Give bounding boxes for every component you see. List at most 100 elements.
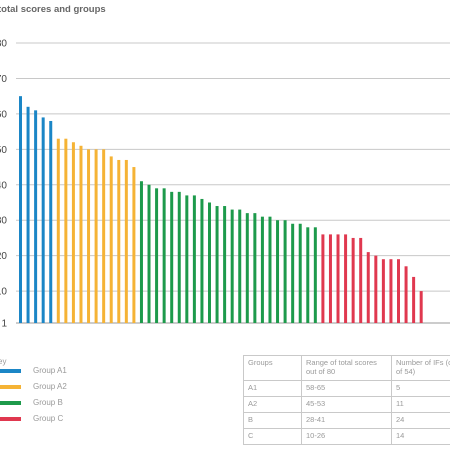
- bar-group-b: [245, 213, 249, 323]
- chart-title: total scores and groups: [0, 4, 106, 15]
- table-cell-count: 24: [391, 412, 450, 429]
- table-header-row: Groups Range of total scores out of 80 N…: [243, 355, 450, 381]
- table-row: A2 45-53 11: [243, 396, 450, 413]
- y-tick-label: 50: [0, 145, 7, 156]
- bar-group-b: [253, 213, 257, 323]
- bar-group-b: [268, 216, 272, 323]
- bar-group-b: [155, 188, 159, 323]
- y-tick-label: 20: [0, 251, 7, 262]
- bar-group-b: [200, 198, 204, 323]
- bar-group-c: [321, 234, 325, 323]
- bar-group-b: [208, 202, 211, 323]
- bar-group-c: [381, 259, 385, 323]
- bar-group-a2: [79, 145, 83, 323]
- bar-group-c: [359, 237, 363, 323]
- bar-group-a2: [64, 138, 68, 323]
- bar-group-c: [397, 259, 400, 323]
- table-cell-group: A2: [243, 396, 302, 413]
- bar-group-b: [215, 206, 219, 323]
- bar-group-c: [412, 276, 416, 323]
- table-header-count: Number of IFs (out of 54): [391, 355, 450, 381]
- bar-group-a2: [102, 149, 106, 323]
- groups-table: Groups Range of total scores out of 80 N…: [243, 355, 450, 445]
- y-tick-label: 60: [0, 109, 7, 120]
- bar-chart: 80 70 60 50 40 30 20 10 1: [0, 39, 450, 330]
- bar-group-b: [185, 195, 189, 323]
- bar-group-a2: [109, 156, 113, 323]
- bar-group-b: [306, 227, 310, 323]
- bar-group-b: [162, 188, 166, 323]
- bar-group-b: [238, 209, 242, 323]
- bar-group-c: [336, 234, 340, 323]
- table-cell-range: 28-41: [301, 412, 392, 429]
- table-cell-range: 45-53: [301, 396, 392, 413]
- key-label-group-b: Group B: [33, 398, 63, 407]
- y-tick-label: 10: [0, 287, 7, 298]
- bar-group-b: [139, 181, 143, 323]
- bar-group-a2: [87, 149, 91, 323]
- bar-group-a2: [56, 138, 60, 323]
- bar-group-b: [170, 191, 174, 323]
- bar-group-c: [366, 252, 370, 323]
- key-label-group-a1: Group A1: [33, 366, 67, 375]
- y-tick-label: 1: [1, 319, 7, 330]
- bar-group-a2: [71, 142, 75, 323]
- table-header-count-line1: Number of IFs (out: [396, 358, 450, 367]
- table-cell-group: C: [243, 428, 302, 445]
- bar-group-b: [223, 206, 227, 323]
- key-title: ey: [0, 357, 7, 366]
- table-cell-count: 14: [391, 428, 450, 445]
- table-header-range-line1: Range of total scores: [306, 358, 377, 367]
- bar-group-c: [389, 259, 393, 323]
- bar-group-a1: [49, 120, 53, 323]
- key-swatch-group-a1: [0, 369, 21, 373]
- table-row: A1 58-65 5: [243, 380, 450, 397]
- y-tick-label: 80: [0, 39, 7, 50]
- bar-group-c: [328, 234, 332, 323]
- bar-group-a1: [41, 117, 45, 324]
- bar-group-b: [177, 191, 181, 323]
- key-label-group-c: Group C: [33, 414, 64, 423]
- bar-group-a2: [132, 167, 136, 323]
- bar-group-b: [147, 184, 151, 323]
- table-header-range-line2: out of 80: [306, 367, 336, 376]
- y-tick-labels: 80 70 60 50 40 30 20 10 1: [0, 39, 7, 330]
- key-swatch-group-b: [0, 401, 21, 405]
- bar-group-b: [291, 223, 295, 323]
- bar-group-c: [419, 291, 423, 323]
- key-swatch-group-c: [0, 417, 21, 421]
- bar-group-b: [313, 227, 317, 323]
- bar-group-c: [351, 237, 355, 323]
- bar-group-a2: [124, 159, 128, 323]
- bar-group-a1: [34, 110, 38, 323]
- bar-group-b: [192, 195, 196, 323]
- table-row: C 10-26 14: [243, 428, 450, 445]
- key-label-group-a2: Group A2: [33, 382, 67, 391]
- table-cell-count: 5: [391, 380, 450, 397]
- table-header-count-line2: of 54): [396, 367, 416, 376]
- table-header-groups: Groups: [243, 355, 302, 381]
- table-cell-range: 58-65: [301, 380, 392, 397]
- y-tick-label: 40: [0, 180, 7, 191]
- bar-group-c: [344, 234, 348, 323]
- table-cell-count: 11: [391, 396, 450, 413]
- table-cell-group: A1: [243, 380, 302, 397]
- bar-group-c: [404, 266, 408, 323]
- bar-group-a1: [19, 96, 22, 323]
- bar-group-b: [260, 216, 264, 323]
- table-header-range: Range of total scores out of 80: [301, 355, 392, 381]
- bars: [19, 96, 423, 324]
- bar-group-b: [230, 209, 234, 323]
- bar-group-c: [374, 255, 378, 323]
- key-swatch-group-a2: [0, 385, 21, 389]
- bar-group-b: [298, 223, 302, 323]
- table-cell-group: B: [243, 412, 302, 429]
- bar-group-a2: [94, 149, 98, 323]
- bar-group-b: [283, 220, 287, 323]
- bar-group-b: [276, 220, 280, 323]
- table-cell-range: 10-26: [301, 428, 392, 445]
- table-row: B 28-41 24: [243, 412, 450, 429]
- bar-group-a2: [117, 159, 121, 323]
- y-tick-label: 30: [0, 216, 7, 227]
- y-tick-label: 70: [0, 74, 7, 85]
